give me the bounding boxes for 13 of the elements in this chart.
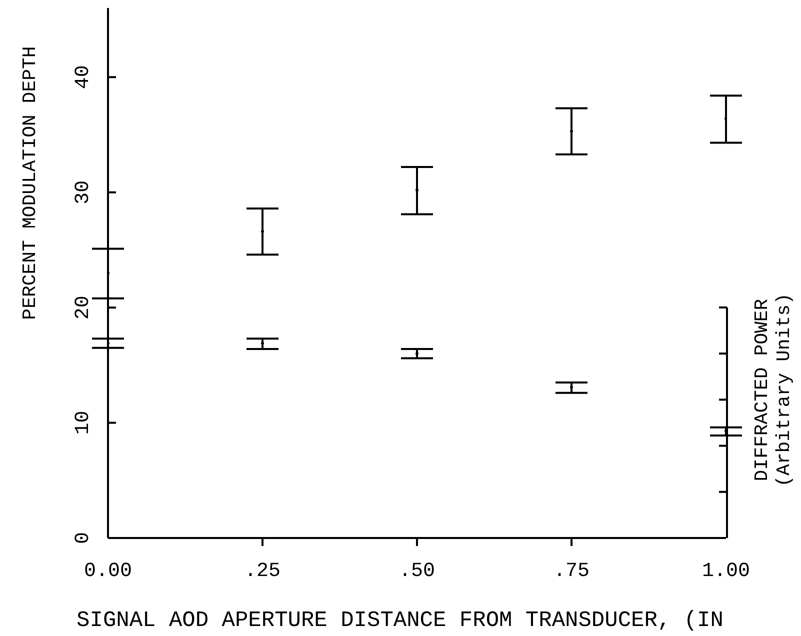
y-tick-label: 0	[72, 532, 95, 544]
y2-axis-title: DIFFRACTED POWER (Arbitrary Units)	[751, 293, 796, 487]
y-tick-label: 20	[72, 296, 95, 320]
x-tick-label: .75	[553, 560, 590, 583]
x-tick-label: .50	[398, 560, 436, 583]
y-tick-label: 40	[72, 65, 95, 90]
y-axis-title: PERCENT MODULATION DEPTH	[19, 46, 42, 320]
x-tick-label: 1.00	[702, 560, 750, 583]
y-tick-label: 10	[72, 410, 95, 435]
x-axis-title: SIGNAL AOD APERTURE DISTANCE FROM TRANSDUCER, (IN	[76, 608, 724, 633]
x-tick-label: .25	[244, 560, 281, 583]
x-tick-label: 0.00	[84, 560, 132, 583]
y-tick-label: 30	[72, 180, 95, 204]
